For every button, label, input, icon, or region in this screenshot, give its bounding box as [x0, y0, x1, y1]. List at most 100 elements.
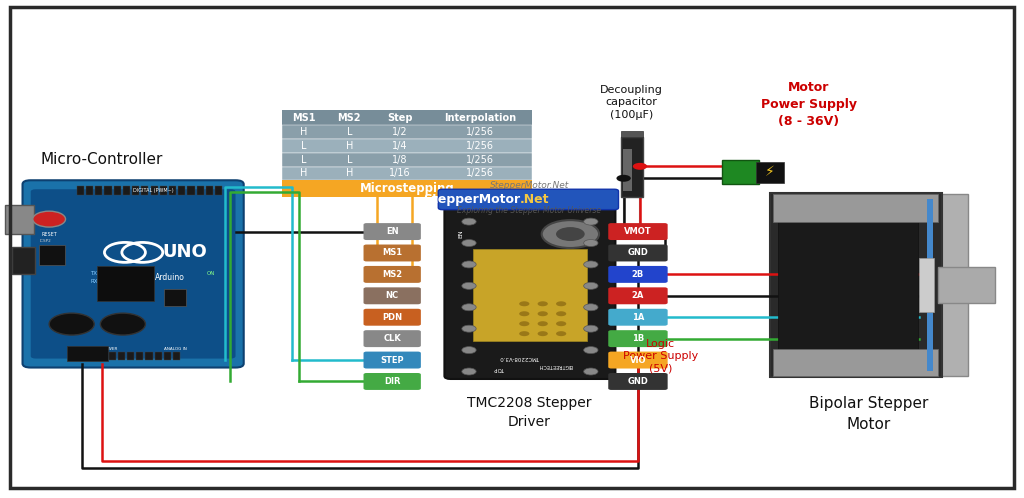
Circle shape — [584, 325, 598, 332]
Bar — [114, 186, 121, 195]
Text: L: L — [301, 141, 307, 151]
Text: 1A: 1A — [632, 313, 644, 322]
Bar — [623, 149, 632, 191]
Bar — [756, 161, 784, 183]
Bar — [81, 352, 88, 360]
Circle shape — [33, 211, 66, 227]
Text: DIR: DIR — [384, 377, 400, 386]
FancyBboxPatch shape — [364, 330, 421, 347]
Bar — [621, 131, 643, 137]
Circle shape — [584, 282, 598, 289]
Text: 1/4: 1/4 — [392, 141, 408, 151]
Text: 1/256: 1/256 — [466, 155, 494, 165]
Text: 1/8: 1/8 — [392, 155, 408, 165]
Text: 1/2: 1/2 — [392, 127, 408, 137]
FancyBboxPatch shape — [364, 373, 421, 390]
Bar — [97, 266, 154, 301]
Circle shape — [556, 301, 566, 306]
Bar — [109, 352, 116, 360]
Circle shape — [556, 227, 585, 241]
Circle shape — [616, 175, 631, 182]
Circle shape — [584, 240, 598, 247]
Circle shape — [584, 304, 598, 311]
Circle shape — [556, 331, 566, 336]
FancyBboxPatch shape — [608, 373, 668, 390]
Circle shape — [462, 240, 476, 247]
FancyBboxPatch shape — [438, 189, 618, 210]
Bar — [282, 153, 532, 166]
Bar — [164, 289, 186, 306]
Text: GND: GND — [628, 377, 648, 386]
Text: RX: RX — [90, 278, 97, 283]
Text: PDN: PDN — [382, 313, 402, 322]
Bar — [187, 186, 195, 195]
Bar — [473, 249, 587, 341]
FancyBboxPatch shape — [23, 180, 244, 368]
Text: 2B: 2B — [632, 270, 644, 279]
Text: POWER: POWER — [102, 347, 118, 351]
Text: Arduino: Arduino — [155, 273, 185, 282]
Circle shape — [519, 301, 529, 306]
Text: Microstepping: Microstepping — [359, 182, 455, 195]
Circle shape — [462, 304, 476, 311]
Bar — [178, 186, 185, 195]
Text: 1/256: 1/256 — [466, 168, 494, 178]
Text: ON: ON — [207, 271, 215, 276]
Text: L: L — [346, 127, 352, 137]
Text: Step: Step — [387, 113, 413, 123]
Circle shape — [538, 321, 548, 326]
Circle shape — [584, 347, 598, 354]
Bar — [141, 186, 148, 195]
Bar — [164, 352, 171, 360]
Circle shape — [556, 321, 566, 326]
Text: .Net: .Net — [520, 193, 550, 206]
Text: BIGTREETECH: BIGTREETECH — [539, 363, 572, 368]
Circle shape — [462, 347, 476, 354]
FancyBboxPatch shape — [364, 309, 421, 326]
Bar — [160, 186, 167, 195]
Circle shape — [556, 311, 566, 316]
FancyBboxPatch shape — [364, 223, 421, 240]
Text: 1B: 1B — [632, 334, 644, 343]
FancyBboxPatch shape — [608, 245, 668, 261]
Text: 2A: 2A — [632, 291, 644, 300]
Bar — [173, 352, 180, 360]
Bar — [778, 207, 919, 364]
Bar — [99, 352, 106, 360]
Circle shape — [519, 331, 529, 336]
Circle shape — [584, 218, 598, 225]
Bar — [206, 186, 213, 195]
Text: TOP: TOP — [494, 366, 505, 371]
Bar — [938, 267, 995, 303]
Bar — [169, 186, 176, 195]
Text: 1/16: 1/16 — [389, 168, 411, 178]
Text: Exploring the Stepper Motor Universe: Exploring the Stepper Motor Universe — [458, 206, 601, 215]
FancyBboxPatch shape — [608, 309, 668, 326]
Bar — [155, 352, 162, 360]
Bar — [67, 346, 108, 361]
FancyBboxPatch shape — [608, 223, 668, 240]
Text: MS1: MS1 — [382, 249, 402, 257]
Bar — [145, 352, 153, 360]
Bar — [621, 137, 643, 197]
Text: StepperMotor.Net: StepperMotor.Net — [489, 181, 569, 190]
Bar — [118, 352, 125, 360]
Bar — [5, 205, 34, 235]
Text: Decoupling
capacitor
(100μF): Decoupling capacitor (100μF) — [600, 85, 664, 120]
Bar — [95, 186, 102, 195]
Text: EN: EN — [459, 229, 463, 238]
FancyBboxPatch shape — [364, 266, 421, 283]
Text: GND: GND — [628, 249, 648, 257]
Bar — [920, 258, 934, 312]
Text: H: H — [300, 168, 308, 178]
Bar — [72, 352, 79, 360]
Text: MS1: MS1 — [293, 113, 316, 123]
Text: L: L — [301, 155, 307, 165]
Circle shape — [519, 311, 529, 316]
Bar — [282, 110, 532, 125]
Text: STEP: STEP — [380, 356, 404, 365]
Text: H: H — [346, 141, 353, 151]
FancyBboxPatch shape — [364, 245, 421, 261]
Circle shape — [538, 301, 548, 306]
Text: Micro-Controller: Micro-Controller — [41, 152, 164, 167]
